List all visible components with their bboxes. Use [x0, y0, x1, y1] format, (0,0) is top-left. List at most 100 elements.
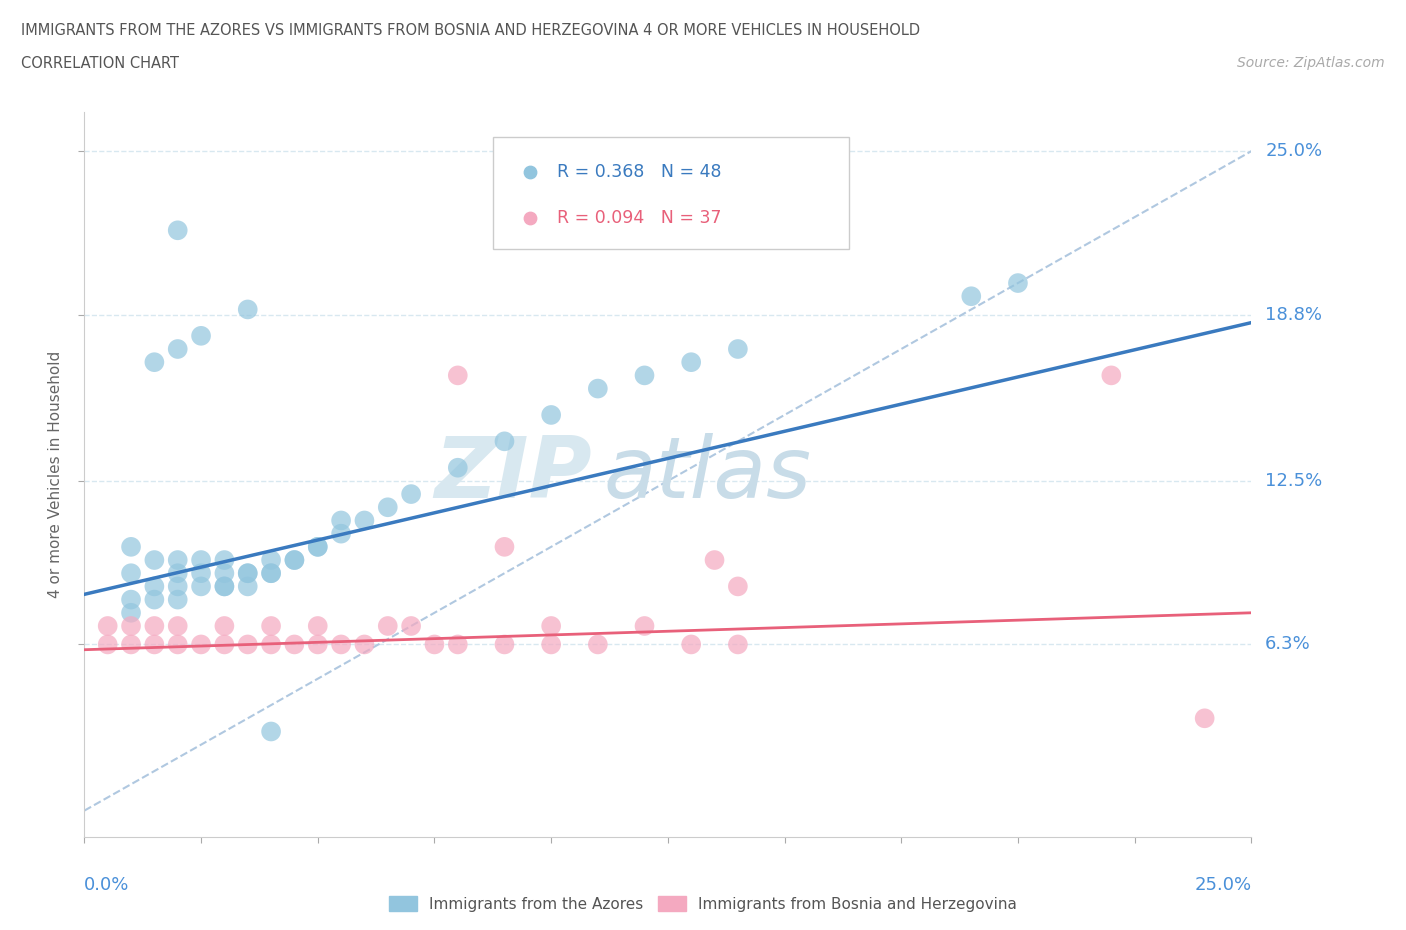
Legend: Immigrants from the Azores, Immigrants from Bosnia and Herzegovina: Immigrants from the Azores, Immigrants f… [382, 889, 1024, 918]
Text: 6.3%: 6.3% [1265, 635, 1310, 654]
Point [214, 552, 236, 567]
Point [633, 368, 655, 383]
Point [377, 499, 399, 514]
Point [377, 618, 399, 633]
Point [540, 407, 562, 422]
Point [447, 368, 470, 383]
Point [260, 618, 283, 633]
Point [120, 637, 142, 652]
Point [447, 460, 470, 475]
Point [214, 579, 236, 594]
Point [143, 354, 166, 369]
Point [540, 637, 562, 652]
Point [190, 328, 212, 343]
Point [586, 381, 609, 396]
Point [727, 579, 749, 594]
Point [166, 637, 188, 652]
Text: 12.5%: 12.5% [1265, 472, 1323, 490]
Point [283, 637, 305, 652]
Point [120, 565, 142, 580]
Point [307, 539, 329, 554]
Point [681, 354, 703, 369]
Point [260, 565, 283, 580]
Point [120, 592, 142, 607]
Point [307, 539, 329, 554]
FancyBboxPatch shape [494, 137, 849, 249]
Point [330, 513, 353, 528]
Point [236, 637, 259, 652]
Text: Source: ZipAtlas.com: Source: ZipAtlas.com [1237, 56, 1385, 70]
Text: 0.0%: 0.0% [84, 876, 129, 894]
Point [307, 637, 329, 652]
Point [1007, 275, 1029, 290]
Point [97, 637, 120, 652]
Text: 25.0%: 25.0% [1265, 142, 1323, 160]
Point [1099, 368, 1122, 383]
Y-axis label: 4 or more Vehicles in Household: 4 or more Vehicles in Household [48, 351, 63, 598]
Point [353, 637, 375, 652]
Point [236, 579, 259, 594]
Point [166, 592, 188, 607]
Point [283, 552, 305, 567]
Text: ZIP: ZIP [434, 432, 592, 516]
Point [260, 552, 283, 567]
Text: atlas: atlas [603, 432, 811, 516]
Point [330, 526, 353, 541]
Point [330, 637, 353, 652]
Point [166, 223, 188, 238]
Point [353, 513, 375, 528]
Point [703, 552, 725, 567]
Point [120, 539, 142, 554]
Text: IMMIGRANTS FROM THE AZORES VS IMMIGRANTS FROM BOSNIA AND HERZEGOVINA 4 OR MORE V: IMMIGRANTS FROM THE AZORES VS IMMIGRANTS… [21, 23, 920, 38]
Point [143, 579, 166, 594]
Point [97, 618, 120, 633]
Point [727, 637, 749, 652]
Point [143, 637, 166, 652]
Text: 25.0%: 25.0% [1194, 876, 1251, 894]
Point [423, 637, 446, 652]
Point [120, 618, 142, 633]
Point [120, 605, 142, 620]
Point [283, 552, 305, 567]
Point [633, 618, 655, 633]
Point [166, 579, 188, 594]
Point [260, 565, 283, 580]
Point [236, 302, 259, 317]
Text: 18.8%: 18.8% [1265, 306, 1322, 324]
Point [399, 618, 422, 633]
Point [540, 618, 562, 633]
Point [236, 565, 259, 580]
Point [143, 592, 166, 607]
Point [166, 552, 188, 567]
Text: R = 0.368   N = 48: R = 0.368 N = 48 [557, 163, 721, 180]
Point [1194, 711, 1216, 725]
Point [260, 724, 283, 739]
Point [586, 637, 609, 652]
Point [214, 579, 236, 594]
Point [143, 618, 166, 633]
Point [494, 637, 516, 652]
Point [260, 637, 283, 652]
Text: R = 0.094   N = 37: R = 0.094 N = 37 [557, 209, 721, 227]
Point [960, 289, 983, 304]
Point [494, 434, 516, 449]
Point [214, 637, 236, 652]
Point [399, 486, 422, 501]
Point [190, 579, 212, 594]
Point [166, 565, 188, 580]
Point [166, 618, 188, 633]
Point [681, 637, 703, 652]
Point [190, 565, 212, 580]
Point [214, 618, 236, 633]
Point [447, 637, 470, 652]
Point [143, 552, 166, 567]
Point [190, 637, 212, 652]
Point [190, 552, 212, 567]
Text: CORRELATION CHART: CORRELATION CHART [21, 56, 179, 71]
Point [236, 565, 259, 580]
Point [494, 539, 516, 554]
Point [307, 618, 329, 633]
Point [727, 341, 749, 356]
Point [214, 565, 236, 580]
Point [166, 341, 188, 356]
